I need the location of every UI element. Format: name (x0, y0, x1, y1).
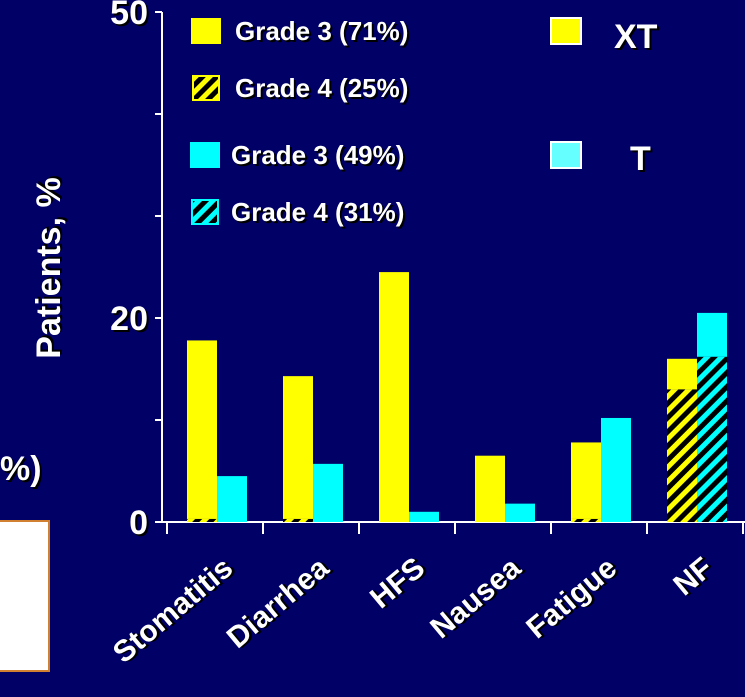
category-label-diarrhea: Diarrhea (221, 551, 336, 655)
legend-t-grade4-swatch (191, 199, 219, 225)
svg-text:0: 0 (131, 506, 150, 544)
category-label-stomatitis: Stomatitis (107, 551, 239, 670)
bar-t-grade3-hfs (409, 511, 439, 522)
bar-xt-grade3-nausea (475, 455, 505, 522)
svg-text:Grade 4 (25%): Grade 4 (25%) (237, 75, 410, 105)
legend-t-grade3-swatch (190, 142, 220, 168)
legend-t-grade3: Grade 3 (49%) (231, 140, 404, 170)
x-ticks (166, 522, 744, 534)
svg-text:XT: XT (616, 20, 660, 58)
legend-xt-swatch (550, 17, 582, 45)
bar-t-grade3-fatigue (601, 417, 631, 522)
bar-xt-grade4-nf (667, 389, 697, 522)
bar-xt-grade4-stomatitis (187, 518, 217, 522)
y-tick-label: 20 (110, 300, 148, 338)
bar-t-grade3-diarrhea (313, 463, 343, 522)
legend-xt: XT (614, 18, 658, 56)
legend-xt-grade4-swatch (192, 75, 220, 101)
category-label-fatigue: Fatigue (520, 551, 623, 645)
bars (187, 272, 727, 522)
y-tick-label: 0 (129, 504, 148, 542)
category-label-nausea: Nausea (424, 551, 527, 645)
legend-xt-grade4: Grade 4 (25%) (235, 73, 408, 103)
legend-xt-grade3-swatch (191, 18, 221, 44)
partial-label: %) (0, 450, 42, 488)
bar-xt-grade3-fatigue (571, 442, 601, 519)
legend-t-swatch (550, 141, 582, 169)
svg-text:Grade 3 (49%): Grade 3 (49%) (233, 142, 406, 172)
y-tick-label: 50 (110, 0, 148, 32)
bar-xt-grade3-diarrhea (283, 376, 313, 519)
bar-xt-grade3-hfs (379, 272, 409, 522)
legend-xt-grade3: Grade 3 (71%) (235, 16, 408, 46)
legend-t-grade4: Grade 4 (31%) (231, 197, 404, 227)
bar-t-grade3-nf (697, 312, 727, 357)
bar-t-grade4-nf (697, 356, 727, 522)
legend-t: T (630, 140, 651, 178)
svg-text:T: T (632, 142, 653, 180)
bar-xt-grade4-diarrhea (283, 518, 313, 522)
y-axis-title: Patients, % (30, 177, 68, 358)
bar-t-grade3-nausea (505, 503, 535, 522)
bar-xt-grade3-stomatitis (187, 340, 217, 519)
y-axis-title-group: Patients, % Patients, % (30, 175, 70, 358)
partial-white-box (0, 520, 50, 672)
bar-xt-grade4-fatigue (571, 518, 601, 522)
bar-t-grade3-stomatitis (217, 476, 247, 522)
svg-text:Grade 4 (31%): Grade 4 (31%) (233, 199, 406, 229)
y-ticks (155, 11, 162, 523)
svg-text:Patients, %: Patients, % (32, 175, 70, 356)
svg-text:50: 50 (112, 0, 150, 34)
bar-xt-grade3-nf (667, 358, 697, 390)
legend: Grade 3 (71%) Grade 3 (71%) Grade 4 (25%… (190, 16, 660, 229)
svg-text:%): %) (2, 452, 44, 490)
svg-text:20: 20 (112, 302, 150, 340)
svg-text:Grade 3 (71%): Grade 3 (71%) (237, 18, 410, 48)
category-label-nf: NF (667, 551, 719, 602)
